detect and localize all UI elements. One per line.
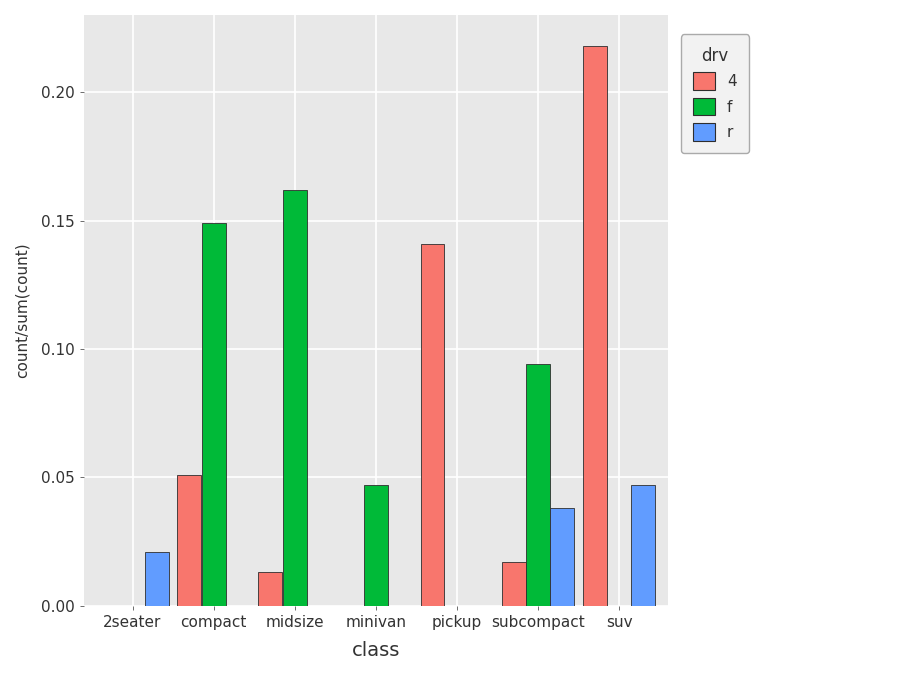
Bar [283, 190, 307, 606]
Bar [145, 552, 169, 606]
Bar [177, 475, 202, 606]
Bar [583, 46, 607, 606]
Bar [420, 244, 445, 606]
Bar [551, 508, 574, 606]
Legend: 4, f, r: 4, f, r [681, 34, 749, 153]
Bar [364, 485, 388, 606]
X-axis label: class: class [352, 641, 400, 660]
Y-axis label: count/sum(count): count/sum(count) [15, 242, 30, 378]
Bar [501, 562, 526, 606]
Bar [526, 364, 550, 606]
Bar [632, 485, 655, 606]
Bar [258, 572, 283, 606]
Bar [202, 223, 226, 606]
